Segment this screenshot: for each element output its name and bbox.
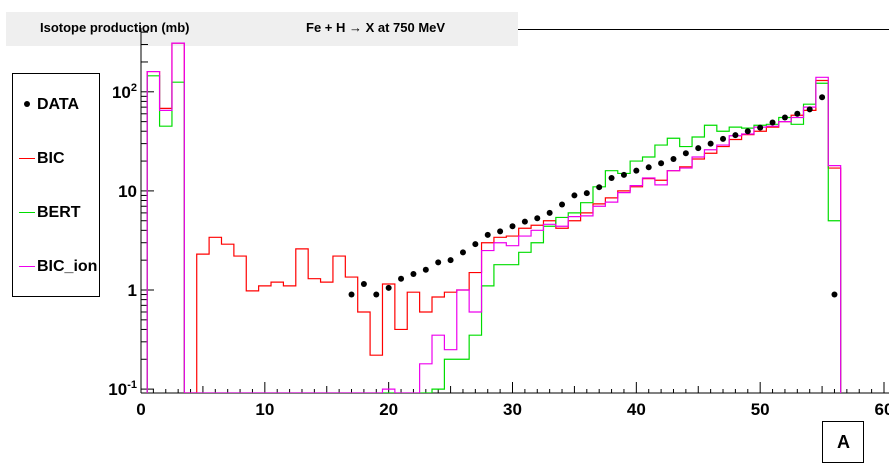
data-point — [608, 174, 615, 181]
chart-title-box: Isotope production (mb) Fe + H → X at 75… — [6, 12, 518, 46]
x-tick-label: 50 — [751, 400, 770, 419]
y-tick-label: 102 — [112, 82, 137, 102]
title-rule — [518, 29, 889, 30]
data-point — [484, 231, 491, 238]
data-point — [645, 164, 652, 171]
data-point — [360, 280, 367, 287]
legend-entry-bic: BIC — [13, 144, 99, 174]
data-point — [546, 209, 553, 216]
data-point — [373, 291, 380, 298]
data-point — [769, 119, 776, 126]
legend: DATA BIC BERT BIC_ion — [12, 73, 100, 297]
legend-entry-bert: BERT — [13, 198, 99, 228]
data-point — [682, 150, 689, 157]
series-line-bic — [146, 42, 842, 393]
x-tick-label: 60 — [875, 400, 889, 419]
data-point — [794, 110, 801, 117]
x-tick-label: 20 — [379, 400, 398, 419]
data-point — [744, 128, 751, 135]
data-point — [497, 228, 504, 235]
legend-entry-data: DATA — [13, 90, 99, 120]
series-line-bic-ion — [146, 42, 842, 393]
data-point — [571, 192, 578, 199]
series-line-bert — [146, 75, 842, 393]
x-axis-title: A — [837, 432, 850, 452]
y-tick-exponent: 2 — [131, 82, 137, 94]
y-tick-label: 10-1 — [108, 379, 137, 399]
data-point — [633, 167, 640, 174]
data-point — [447, 257, 454, 264]
legend-label-bic: BIC — [37, 150, 65, 167]
data-point — [534, 215, 541, 222]
x-tick-label: 0 — [136, 400, 145, 419]
x-tick-label: 40 — [627, 400, 646, 419]
data-point — [559, 201, 566, 208]
legend-line-bert — [19, 212, 35, 213]
data-point — [732, 132, 739, 139]
data-point — [398, 275, 405, 282]
x-tick-label: 30 — [503, 400, 522, 419]
legend-line-bic — [19, 158, 35, 159]
data-point — [831, 291, 838, 298]
data-point — [410, 271, 417, 278]
legend-label-bert: BERT — [37, 204, 81, 221]
data-point — [720, 135, 727, 142]
x-axis-title-box: A — [822, 421, 864, 463]
chart-title: Isotope production (mb) — [40, 20, 190, 35]
data-point — [521, 218, 528, 225]
data-point — [459, 249, 466, 256]
data-point — [472, 241, 479, 248]
data-point — [435, 259, 442, 266]
data-point — [695, 145, 702, 152]
data-point — [422, 266, 429, 273]
data-point — [509, 223, 516, 230]
data-point — [348, 291, 355, 298]
data-point — [757, 124, 764, 131]
data-point — [781, 114, 788, 121]
data-point — [620, 171, 627, 178]
data-point — [385, 284, 392, 291]
legend-label-data: DATA — [37, 96, 80, 113]
y-tick-exponent: -1 — [127, 379, 137, 391]
data-point — [806, 106, 813, 113]
data-point — [583, 190, 590, 197]
x-tick-label: 10 — [255, 400, 274, 419]
legend-line-bic-ion — [19, 266, 35, 267]
y-tick-label: 1 — [128, 281, 137, 300]
data-point — [596, 184, 603, 191]
data-point — [670, 155, 677, 162]
legend-label-bic-ion: BIC_ion — [37, 258, 98, 275]
data-point — [658, 160, 665, 167]
data-point — [819, 94, 826, 101]
data-point — [707, 140, 714, 147]
legend-entry-bic-ion: BIC_ion — [13, 252, 99, 282]
chart-subtitle: Fe + H → X at 750 MeV — [306, 20, 446, 35]
y-tick-label: 10 — [118, 182, 137, 201]
